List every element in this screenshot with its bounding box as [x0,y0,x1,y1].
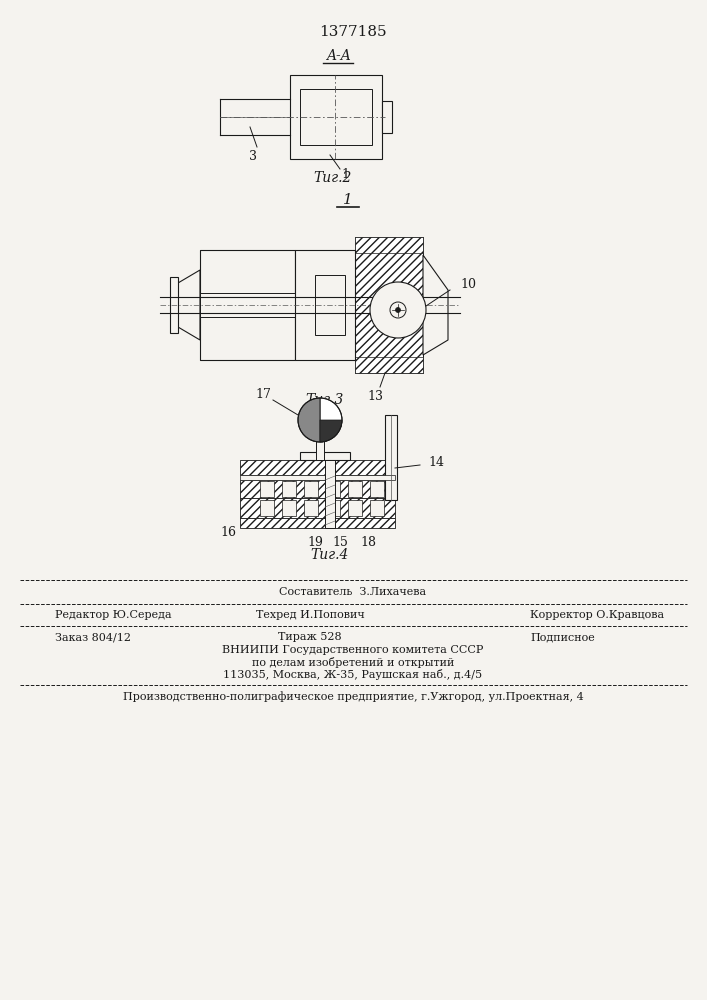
Bar [320,281,340,295]
Circle shape [390,302,406,318]
Bar [282,500,296,516]
Bar [300,452,350,460]
Text: Производственно-полиграфическое предприятие, г.Ужгород, ул.Проектная, 4: Производственно-полиграфическое предприя… [122,692,583,702]
Text: ВНИИПИ Государственного комитета СССР: ВНИИПИ Государственного комитета СССР [222,645,484,655]
Bar [240,475,395,480]
Bar [295,250,355,360]
Bar [315,275,345,335]
Bar [293,147,379,159]
Text: 13: 13 [367,390,383,403]
Bar [316,420,324,460]
Bar [200,340,295,360]
Text: 16: 16 [220,526,236,538]
Text: 17: 17 [255,388,271,401]
Bar [382,101,392,133]
Bar [240,498,395,518]
Bar [282,481,296,497]
Text: 1: 1 [341,168,349,182]
Circle shape [370,282,426,338]
Bar [320,315,340,329]
Text: Τиг.3: Τиг.3 [306,393,344,407]
Bar [300,89,372,145]
Bar [326,481,340,497]
Bar [355,357,423,373]
Bar [240,460,395,475]
Text: Тираж 528: Тираж 528 [278,632,341,642]
Bar [355,237,423,373]
Text: Техред И.Попович: Техред И.Попович [256,610,364,620]
Text: 3: 3 [249,150,257,163]
Bar [240,518,395,528]
Bar [293,75,379,87]
Bar [304,500,318,516]
Text: по делам изобретений и открытий: по делам изобретений и открытий [252,656,454,668]
Text: 19: 19 [307,536,323,548]
Bar [170,277,178,333]
Polygon shape [423,255,448,355]
Text: 15: 15 [332,536,348,548]
Text: Подписное: Подписное [530,632,595,642]
Text: 113035, Москва, Ж-35, Раушская наб., д.4/5: 113035, Москва, Ж-35, Раушская наб., д.4… [223,668,483,680]
Text: Редактор Ю.Середа: Редактор Ю.Середа [55,610,172,620]
Text: 1377185: 1377185 [319,25,387,39]
Bar [355,237,423,253]
Bar [348,500,362,516]
Bar [326,500,340,516]
Bar [200,250,295,360]
Bar [325,460,335,528]
Text: 1: 1 [343,193,353,207]
Bar [200,250,295,270]
Bar [370,481,384,497]
Bar [348,481,362,497]
Text: A-A: A-A [326,49,351,63]
Text: Τиг.4: Τиг.4 [311,548,349,562]
Bar [200,293,295,317]
Bar [295,345,355,360]
Bar [290,75,382,159]
Text: Заказ 804/12: Заказ 804/12 [55,632,131,642]
Wedge shape [320,420,342,442]
Bar [295,250,355,265]
Bar [304,481,318,497]
Text: Составитель  З.Лихачева: Составитель З.Лихачева [279,587,426,597]
Wedge shape [298,398,320,442]
Bar [240,480,395,498]
Circle shape [395,308,400,312]
Bar [260,500,274,516]
Bar [370,500,384,516]
Polygon shape [178,270,200,340]
Bar [260,481,274,497]
Text: Корректор О.Кравцова: Корректор О.Кравцова [530,610,664,620]
Text: 14: 14 [428,456,444,468]
Text: 18: 18 [360,536,376,548]
Bar [385,415,397,500]
Wedge shape [320,398,342,442]
Text: 10: 10 [460,278,476,292]
Text: Τиг.2: Τиг.2 [314,171,352,185]
